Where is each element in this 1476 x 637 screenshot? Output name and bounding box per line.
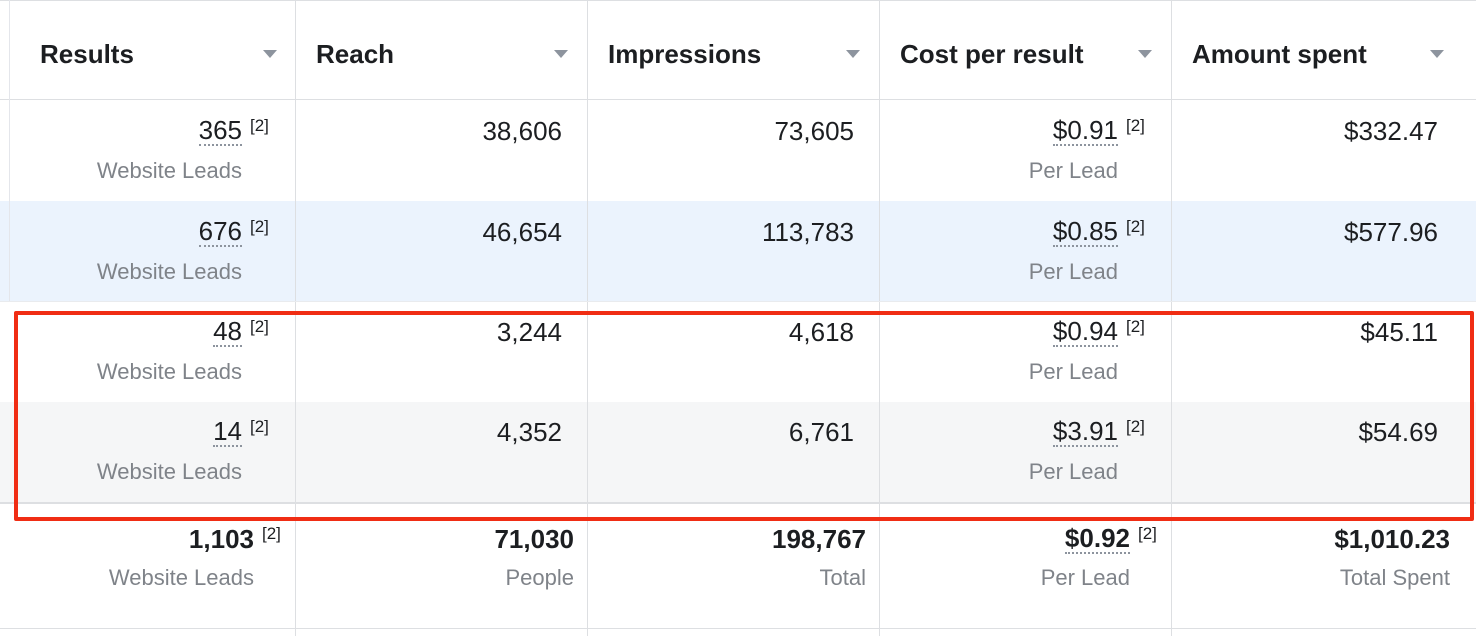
column-header-reach[interactable]: Reach xyxy=(295,1,587,101)
total-spent-unit: Total Spent xyxy=(1339,565,1450,590)
totals-row: 1,103 [2] Website Leads 71,030 People 19… xyxy=(0,503,1476,637)
spent-value: $332.47 xyxy=(1344,116,1438,146)
footnote-marker: [2] xyxy=(1126,417,1145,436)
cost-unit: Per Lead xyxy=(1028,459,1118,484)
results-value[interactable]: 365 xyxy=(198,115,242,146)
total-spent-value: $1,010.23 xyxy=(1334,524,1450,554)
total-results-unit: Website Leads xyxy=(108,565,254,590)
total-impressions-unit: Total xyxy=(819,565,866,590)
column-header-impressions[interactable]: Impressions xyxy=(587,1,879,101)
cost-value[interactable]: $0.91 xyxy=(1052,115,1118,146)
spent-value: $45.11 xyxy=(1360,317,1438,347)
total-results-value: 1,103 xyxy=(188,524,254,554)
total-cost-value[interactable]: $0.92 xyxy=(1064,523,1130,554)
footnote-marker: [2] xyxy=(250,217,269,236)
footnote-marker: [2] xyxy=(1138,524,1157,543)
footnote-marker: [2] xyxy=(1126,317,1145,336)
footnote-marker: [2] xyxy=(1126,217,1145,236)
row-divider xyxy=(0,301,1476,302)
results-value[interactable]: 48 xyxy=(213,316,242,347)
cost-unit: Per Lead xyxy=(1028,259,1118,284)
cost-value[interactable]: $0.85 xyxy=(1052,216,1118,247)
total-reach-value: 71,030 xyxy=(494,524,574,554)
footnote-marker: [2] xyxy=(262,524,281,543)
reach-value: 46,654 xyxy=(482,217,562,247)
total-reach-unit: People xyxy=(505,565,574,590)
spent-value: $577.96 xyxy=(1344,217,1438,247)
footnote-marker: [2] xyxy=(1126,116,1145,135)
table-row[interactable]: 676 [2] Website Leads 46,654 113,783 $0.… xyxy=(0,201,1476,301)
results-unit: Website Leads xyxy=(96,259,242,284)
sort-dropdown-icon[interactable] xyxy=(1430,50,1444,58)
impressions-value: 73,605 xyxy=(774,116,854,146)
row-divider xyxy=(0,628,1476,629)
column-divider xyxy=(9,0,10,302)
column-divider[interactable] xyxy=(1171,0,1172,636)
cost-value[interactable]: $0.94 xyxy=(1052,316,1118,347)
column-header-label: Impressions xyxy=(608,39,762,69)
footnote-marker: [2] xyxy=(250,116,269,135)
sort-dropdown-icon[interactable] xyxy=(846,50,860,58)
cost-unit: Per Lead xyxy=(1028,359,1118,384)
reach-value: 3,244 xyxy=(496,317,562,347)
table-row[interactable]: 48 [2] Website Leads 3,244 4,618 $0.94 [… xyxy=(0,302,1476,402)
results-unit: Website Leads xyxy=(96,359,242,384)
column-header-results[interactable]: Results xyxy=(0,1,295,101)
column-divider[interactable] xyxy=(879,0,880,636)
total-impressions-value: 198,767 xyxy=(772,524,866,554)
column-header-label: Results xyxy=(40,39,134,69)
cost-value[interactable]: $3.91 xyxy=(1052,416,1118,447)
column-header-cost-per-result[interactable]: Cost per result xyxy=(879,1,1171,101)
reach-value: 38,606 xyxy=(482,116,562,146)
column-header-label: Reach xyxy=(316,39,395,69)
column-divider[interactable] xyxy=(295,0,296,636)
sort-dropdown-icon[interactable] xyxy=(1138,50,1152,58)
footnote-marker: [2] xyxy=(250,317,269,336)
table-row[interactable]: 365 [2] Website Leads 38,606 73,605 $0.9… xyxy=(0,100,1476,200)
cost-unit: Per Lead xyxy=(1028,158,1118,183)
table-row[interactable]: 14 [2] Website Leads 4,352 6,761 $3.91 [… xyxy=(0,402,1476,502)
results-value[interactable]: 14 xyxy=(213,416,242,447)
impressions-value: 6,761 xyxy=(788,417,854,447)
total-cost-unit: Per Lead xyxy=(1040,565,1130,590)
column-divider[interactable] xyxy=(587,0,588,636)
results-value[interactable]: 676 xyxy=(198,216,242,247)
impressions-value: 4,618 xyxy=(788,317,854,347)
row-divider xyxy=(0,502,1476,503)
results-unit: Website Leads xyxy=(96,158,242,183)
column-header-label: Cost per result xyxy=(900,39,1084,69)
table-header: Results Reach Impressions Cost per resul… xyxy=(0,0,1476,100)
column-header-amount-spent[interactable]: Amount spent xyxy=(1171,1,1476,101)
results-unit: Website Leads xyxy=(96,459,242,484)
sort-dropdown-icon[interactable] xyxy=(554,50,568,58)
impressions-value: 113,783 xyxy=(761,217,854,247)
footnote-marker: [2] xyxy=(250,417,269,436)
sort-dropdown-icon[interactable] xyxy=(263,50,277,58)
column-header-label: Amount spent xyxy=(1192,39,1367,69)
reach-value: 4,352 xyxy=(496,417,562,447)
spent-value: $54.69 xyxy=(1358,417,1438,447)
